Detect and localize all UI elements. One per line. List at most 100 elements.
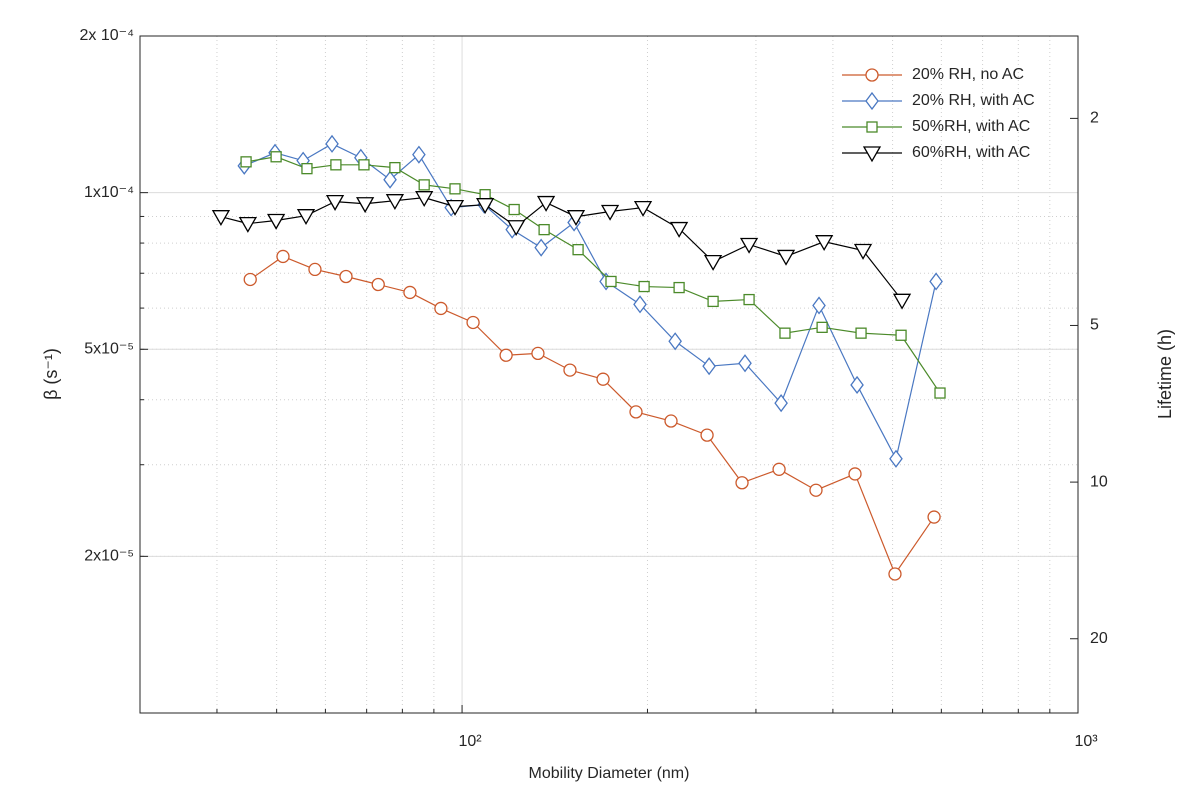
marker	[776, 249, 796, 266]
marker	[812, 296, 826, 315]
marker	[325, 134, 339, 153]
marker	[330, 159, 342, 171]
marker	[566, 210, 586, 227]
marker	[895, 329, 907, 341]
marker	[853, 243, 873, 260]
x-axis-label: Mobility Diameter (nm)	[529, 765, 690, 782]
marker	[848, 467, 862, 481]
marker	[669, 221, 689, 238]
marker	[445, 199, 465, 216]
marker	[325, 194, 345, 211]
marker	[211, 210, 231, 227]
marker	[266, 213, 286, 230]
marker	[735, 476, 749, 490]
y-tick-label: 2x 10⁻⁴	[80, 27, 135, 44]
marker	[702, 357, 716, 376]
marker	[383, 170, 397, 189]
marker	[507, 220, 526, 237]
legend-marker	[865, 68, 879, 82]
marker	[355, 197, 375, 214]
marker	[276, 249, 290, 264]
marker	[934, 387, 946, 399]
marker	[308, 262, 322, 277]
marker	[563, 363, 577, 377]
y2-tick-label: 10	[1090, 473, 1108, 490]
marker	[466, 315, 480, 330]
marker	[238, 216, 257, 233]
series	[243, 249, 941, 581]
marker	[816, 321, 828, 333]
marker	[403, 285, 417, 300]
marker	[743, 293, 755, 306]
marker	[673, 281, 685, 294]
marker	[475, 198, 495, 215]
legend-label: 20% RH, with AC	[912, 92, 1035, 109]
legend-marker	[866, 121, 878, 133]
marker	[412, 145, 426, 164]
y2-axis-label: Lifetime (h)	[1155, 329, 1175, 419]
marker	[572, 244, 584, 256]
marker	[449, 183, 461, 195]
marker	[815, 235, 834, 251]
marker	[889, 449, 903, 468]
marker	[629, 405, 643, 419]
marker	[700, 428, 714, 442]
marker	[855, 327, 867, 339]
series-line	[220, 197, 903, 301]
marker	[415, 191, 434, 207]
marker	[668, 332, 682, 351]
marker	[850, 375, 864, 395]
marker	[499, 348, 513, 362]
marker	[385, 194, 405, 211]
marker	[358, 159, 370, 171]
y-tick-label: 2x10⁻⁵	[84, 548, 134, 565]
y2-tick-label: 5	[1090, 317, 1099, 334]
legend-label: 60%RH, with AC	[912, 144, 1030, 161]
marker	[772, 462, 786, 476]
marker	[739, 237, 759, 254]
marker	[707, 295, 719, 308]
marker	[774, 394, 788, 413]
series-line	[245, 156, 941, 394]
marker	[339, 269, 353, 284]
marker	[633, 295, 647, 314]
marker	[240, 156, 252, 168]
x-tick-label: 10²	[458, 733, 482, 750]
marker	[534, 238, 548, 257]
x-tick-label: 10³	[1074, 733, 1098, 750]
marker	[638, 280, 650, 293]
marker	[703, 254, 723, 271]
marker	[738, 354, 752, 373]
y-tick-label: 1x10⁻⁴	[84, 184, 134, 201]
marker	[389, 161, 401, 174]
y-tick-label: 5x10⁻⁵	[84, 341, 134, 358]
marker	[536, 195, 556, 212]
marker	[888, 567, 902, 581]
marker	[434, 301, 448, 316]
marker	[243, 272, 257, 287]
legend-marker	[862, 146, 882, 163]
series-line	[244, 143, 937, 461]
marker	[508, 203, 520, 216]
y2-tick-label: 20	[1090, 630, 1108, 647]
series	[237, 134, 943, 468]
legend-label: 20% RH, no AC	[912, 66, 1024, 83]
series	[240, 151, 946, 399]
marker	[892, 293, 912, 310]
marker	[418, 179, 430, 191]
marker	[301, 163, 313, 175]
marker	[664, 414, 678, 428]
marker	[371, 277, 385, 292]
marker	[779, 327, 791, 339]
marker	[927, 510, 941, 524]
marker	[929, 272, 943, 291]
marker	[600, 204, 620, 221]
marker	[538, 223, 550, 236]
marker	[296, 209, 316, 226]
plot-frame	[139, 35, 1079, 714]
marker	[605, 275, 617, 288]
marker	[633, 200, 653, 217]
y-axis-label: β (s⁻¹)	[41, 348, 61, 400]
series-line	[249, 255, 935, 576]
